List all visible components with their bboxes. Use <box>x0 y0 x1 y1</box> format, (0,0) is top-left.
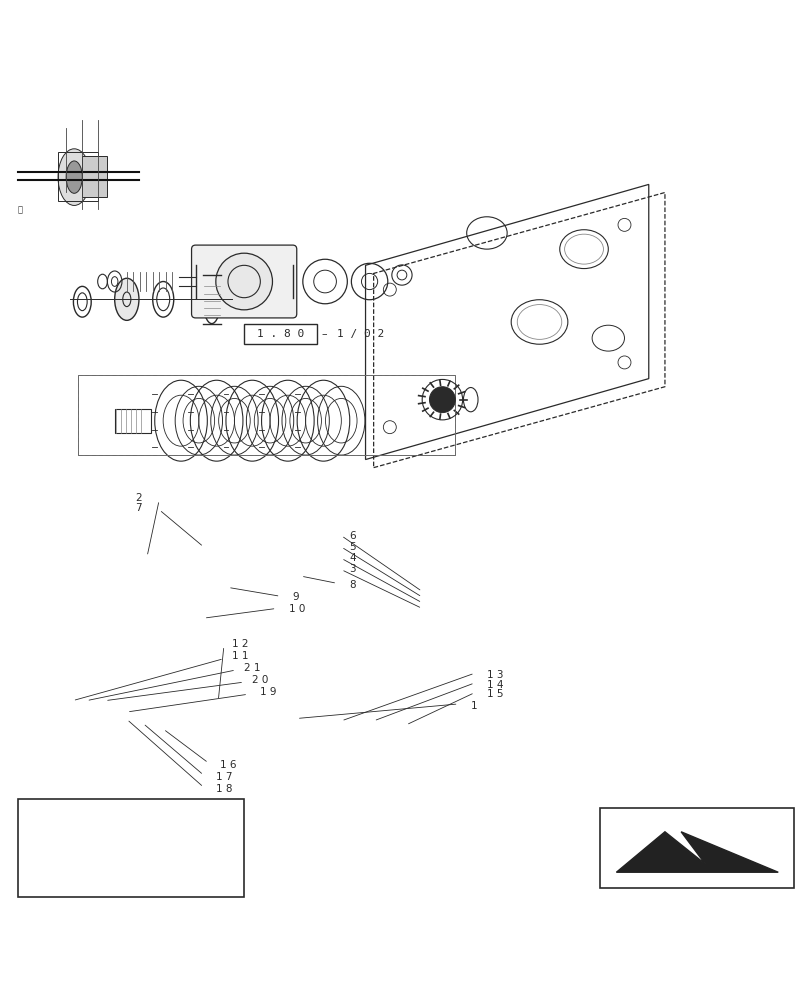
Text: 1 6: 1 6 <box>220 760 236 770</box>
Bar <box>58 152 98 201</box>
Text: 1 2: 1 2 <box>232 639 248 649</box>
Bar <box>244 324 316 344</box>
Text: 7: 7 <box>135 503 141 513</box>
Text: 2 1: 2 1 <box>244 663 260 673</box>
Ellipse shape <box>58 149 90 205</box>
Text: 2: 2 <box>135 493 141 503</box>
Text: 9: 9 <box>292 592 299 602</box>
Text: 1: 1 <box>470 701 477 711</box>
FancyBboxPatch shape <box>191 245 296 318</box>
Text: –: – <box>320 329 326 339</box>
Text: 1 4: 1 4 <box>487 680 503 690</box>
Bar <box>82 156 106 197</box>
Text: ✋: ✋ <box>18 205 23 214</box>
Text: 8: 8 <box>349 580 355 590</box>
Ellipse shape <box>216 253 272 310</box>
Bar <box>114 409 151 433</box>
Text: 1 0: 1 0 <box>288 604 305 614</box>
Text: 1 8: 1 8 <box>216 784 232 794</box>
Bar <box>78 375 454 455</box>
Text: 1 5: 1 5 <box>487 689 503 699</box>
Text: 6: 6 <box>349 531 355 541</box>
Bar <box>599 808 793 888</box>
Text: 1 7: 1 7 <box>216 772 232 782</box>
Polygon shape <box>616 832 777 872</box>
Ellipse shape <box>114 278 139 320</box>
Bar <box>18 799 244 897</box>
Text: 4: 4 <box>349 553 355 563</box>
Circle shape <box>429 387 455 413</box>
Text: 1 . 8 0: 1 . 8 0 <box>256 329 304 339</box>
Polygon shape <box>365 184 648 460</box>
Text: 1 1: 1 1 <box>232 651 248 661</box>
Text: 1 3: 1 3 <box>487 670 503 680</box>
Ellipse shape <box>66 161 82 193</box>
Text: 5: 5 <box>349 542 355 552</box>
Text: 1 / 0 2: 1 / 0 2 <box>337 329 384 339</box>
Text: 3: 3 <box>349 564 355 574</box>
Text: 2 0: 2 0 <box>252 675 268 685</box>
Text: 1 9: 1 9 <box>260 687 277 697</box>
